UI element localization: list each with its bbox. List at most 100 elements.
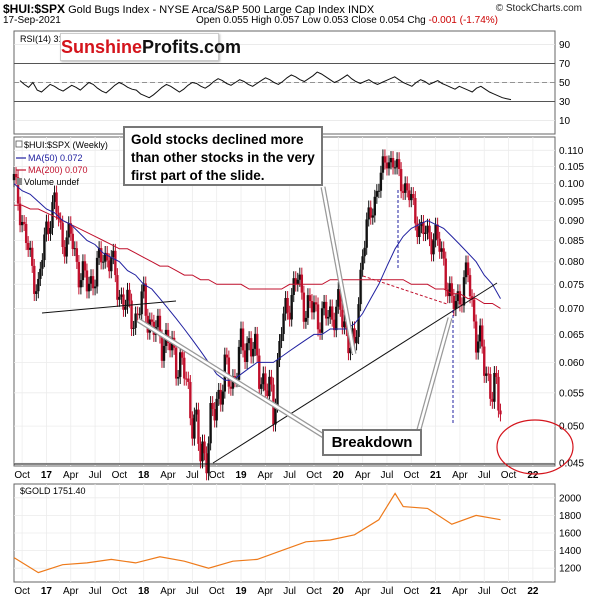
price-bar-body — [363, 247, 366, 257]
price-bar-body — [162, 345, 166, 361]
price-bar-body — [282, 313, 285, 334]
price-bar-body — [110, 257, 113, 272]
price-bar-body — [65, 237, 68, 257]
price-bar-body — [483, 346, 486, 376]
price-bar-body — [53, 192, 56, 203]
price-bar-body — [302, 292, 306, 322]
price-bar-body — [406, 183, 409, 191]
x-tick-label: Oct — [14, 470, 30, 481]
price-bar-body — [209, 403, 212, 444]
close-value: 0.054 — [379, 15, 405, 26]
annotation-callout: Gold stocks declined more than other sto… — [123, 126, 323, 186]
price-bar-body — [49, 228, 52, 234]
x-tick-label: Jul — [478, 470, 491, 481]
price-bar-body — [331, 306, 334, 320]
price-bar-body — [359, 269, 362, 305]
chart-title: $HUI:$SPX Gold Bugs Index - NYSE Arca/S&… — [3, 2, 374, 16]
price-bar-body — [168, 343, 172, 351]
price-bar-body — [298, 274, 301, 280]
price-bar-body — [231, 376, 235, 389]
price-bar-body — [278, 341, 281, 360]
price-bar-body — [243, 350, 247, 362]
price-bar-body — [462, 277, 466, 306]
price-bar-body — [193, 414, 196, 439]
x-tick-label: Apr — [452, 470, 468, 481]
price-bar-body — [324, 301, 328, 319]
x-tick-label: Apr — [258, 586, 274, 597]
price-bar-body — [485, 373, 488, 376]
price-bar-body — [389, 158, 393, 163]
price-bar-body — [156, 315, 160, 328]
price-bar-body — [158, 315, 162, 337]
price-bar-body — [213, 408, 216, 421]
x-tick-label: 20 — [333, 470, 345, 481]
price-bar-body — [51, 202, 54, 229]
price-bar-body — [436, 224, 439, 239]
price-bar-body — [229, 386, 233, 389]
price-bar-body — [381, 156, 385, 173]
price-bar-body — [322, 301, 326, 309]
x-tick-label: Oct — [14, 586, 30, 597]
price-bar-body — [20, 221, 24, 226]
price-bar-body — [174, 347, 178, 379]
x-tick-label: Apr — [63, 586, 79, 597]
price-bar-body — [215, 398, 218, 421]
x-tick-label: 21 — [430, 586, 442, 597]
stockcharts-brand: © StockCharts.com — [495, 3, 582, 14]
price-bar-body — [468, 275, 472, 297]
x-tick-label: 18 — [138, 470, 150, 481]
price-bar-body — [347, 329, 350, 354]
price-bar-body — [55, 192, 58, 213]
price-bar-body — [367, 207, 370, 220]
price-bar-body — [108, 260, 111, 272]
price-bar-body — [472, 299, 476, 322]
x-tick-label: Oct — [501, 586, 517, 597]
legend-swatch-symbol — [15, 140, 23, 148]
price-bar-body — [444, 258, 447, 290]
price-bar-body — [369, 207, 372, 218]
price-bar-body — [456, 291, 460, 302]
price-bar-body — [73, 248, 77, 250]
price-bar-body — [150, 319, 154, 322]
price-bar-body — [329, 306, 332, 317]
price-bar-body — [87, 283, 91, 292]
price-bar-body — [247, 338, 251, 344]
quote-date: 17-Sep-2021 — [3, 15, 61, 26]
price-bar-body — [136, 313, 139, 315]
price-tick-label: 0.105 — [559, 162, 584, 173]
price-bar-body — [377, 190, 381, 192]
price-bar-body — [476, 341, 480, 353]
price-bar-body — [387, 162, 391, 169]
x-tick-label: 17 — [41, 470, 53, 481]
price-bar-body — [333, 319, 336, 331]
price-bar-body — [130, 300, 133, 329]
gold-tick-label: 1200 — [559, 564, 582, 575]
x-tick-label: Oct — [209, 586, 225, 597]
price-bar-body — [16, 177, 20, 204]
legend-ma200: MA(200) 0.070 — [28, 165, 88, 175]
price-bar-body — [132, 327, 135, 329]
price-bar-body — [414, 198, 417, 224]
gold-tick-label: 1600 — [559, 529, 582, 540]
price-bar-body — [81, 261, 85, 281]
price-bar-body — [22, 221, 26, 224]
price-bar-body — [256, 333, 259, 356]
gold-tick-label: 2000 — [559, 493, 582, 504]
price-bar-body — [67, 223, 70, 238]
price-bar-body — [393, 167, 397, 169]
price-bar-body — [118, 296, 121, 300]
price-bar-body — [201, 441, 204, 462]
ma200-line — [14, 204, 501, 309]
price-bar-body — [335, 306, 338, 331]
price-tick-label: 0.110 — [559, 146, 584, 157]
price-bar-body — [185, 378, 188, 380]
price-bar-body — [318, 329, 322, 333]
breakdown-callout: Breakdown — [322, 429, 422, 456]
price-bar-body — [420, 221, 423, 227]
price-bar-body — [134, 313, 137, 328]
x-tick-label: Jul — [89, 586, 102, 597]
price-bar-body — [316, 304, 320, 330]
price-bar-body — [63, 246, 66, 257]
chg-value: -0.001 (-1.74%) — [428, 15, 498, 26]
